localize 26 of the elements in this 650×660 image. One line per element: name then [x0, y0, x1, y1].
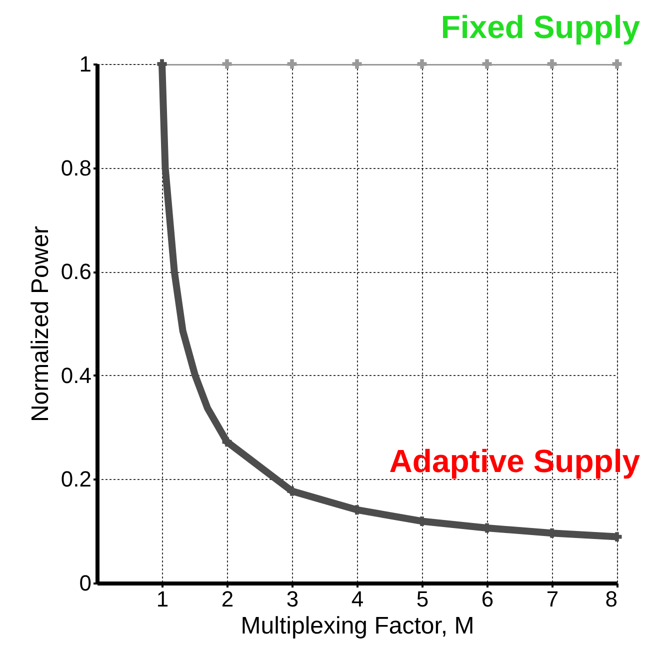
- x-axis-title: Multiplexing Factor, M: [240, 612, 474, 640]
- y-tick-label: 0.2: [60, 466, 92, 492]
- y-axis-title: Normalized Power: [26, 226, 54, 422]
- x-tick-label: 4: [351, 586, 364, 612]
- x-tick-label: 6: [481, 586, 494, 612]
- point: [352, 59, 362, 69]
- y-tick-label: 0.4: [60, 362, 92, 388]
- x-tick-label: 7: [546, 586, 559, 612]
- point: [287, 59, 297, 69]
- point: [222, 437, 232, 447]
- x-tick-label: 8: [605, 586, 618, 612]
- series-label: Fixed Supply: [440, 9, 640, 45]
- y-tick-label: 0.6: [60, 259, 92, 284]
- x-tick-label: 5: [416, 586, 429, 612]
- x-tick-label: 1: [156, 586, 169, 612]
- point: [612, 59, 622, 69]
- point: [222, 59, 232, 69]
- y-tick-label: 1: [79, 52, 92, 76]
- series-label: Adaptive Supply: [389, 443, 640, 479]
- x-tick-label: 3: [286, 586, 299, 612]
- y-tick-label: 0.8: [60, 155, 92, 180]
- point: [482, 59, 492, 69]
- y-tick-label: 0: [79, 570, 92, 596]
- point: [547, 59, 557, 69]
- x-tick-label: 2: [221, 586, 234, 612]
- point: [417, 59, 427, 69]
